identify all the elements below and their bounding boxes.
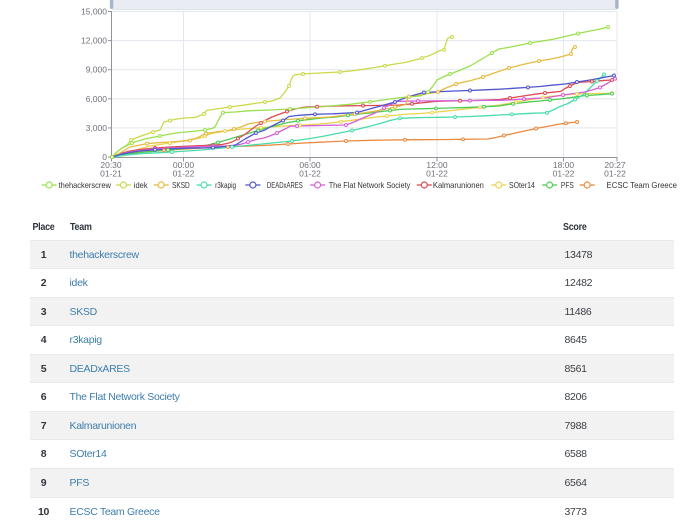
svg-text:0: 0 — [102, 152, 107, 162]
svg-text:01-22: 01-22 — [426, 168, 448, 178]
svg-text:01-22: 01-22 — [553, 168, 575, 178]
svg-text:idek: idek — [134, 180, 148, 190]
svg-text:01-22: 01-22 — [173, 168, 195, 178]
svg-text:9,000: 9,000 — [86, 65, 108, 75]
svg-text:3,000: 3,000 — [86, 123, 108, 133]
svg-text:SOter14: SOter14 — [509, 180, 535, 190]
svg-text:DEADxARES: DEADxARES — [267, 180, 303, 190]
svg-text:Kalmarunionen: Kalmarunionen — [433, 180, 484, 190]
svg-text:18:00: 18:00 — [553, 160, 575, 170]
svg-text:thehackerscrew: thehackerscrew — [59, 180, 112, 190]
svg-text:12:00: 12:00 — [426, 160, 448, 170]
svg-text:The Flat Network Society: The Flat Network Society — [329, 180, 411, 190]
svg-text:6,000: 6,000 — [86, 94, 108, 104]
svg-text:20:30: 20:30 — [100, 160, 122, 170]
svg-text:01-22: 01-22 — [604, 168, 626, 178]
svg-text:01-22: 01-22 — [299, 168, 321, 178]
svg-text:06:00: 06:00 — [299, 160, 321, 170]
svg-text:15,000: 15,000 — [81, 7, 107, 17]
svg-text:20:27: 20:27 — [604, 160, 626, 170]
svg-text:12,000: 12,000 — [81, 36, 107, 46]
svg-text:00:00: 00:00 — [173, 160, 195, 170]
svg-text:PFS: PFS — [561, 180, 574, 190]
svg-text:r3kapig: r3kapig — [215, 180, 236, 190]
svg-text:SKSD: SKSD — [172, 180, 190, 190]
svg-text:ECSC Team Greece: ECSC Team Greece — [607, 180, 678, 190]
svg-text:01-21: 01-21 — [100, 168, 122, 178]
